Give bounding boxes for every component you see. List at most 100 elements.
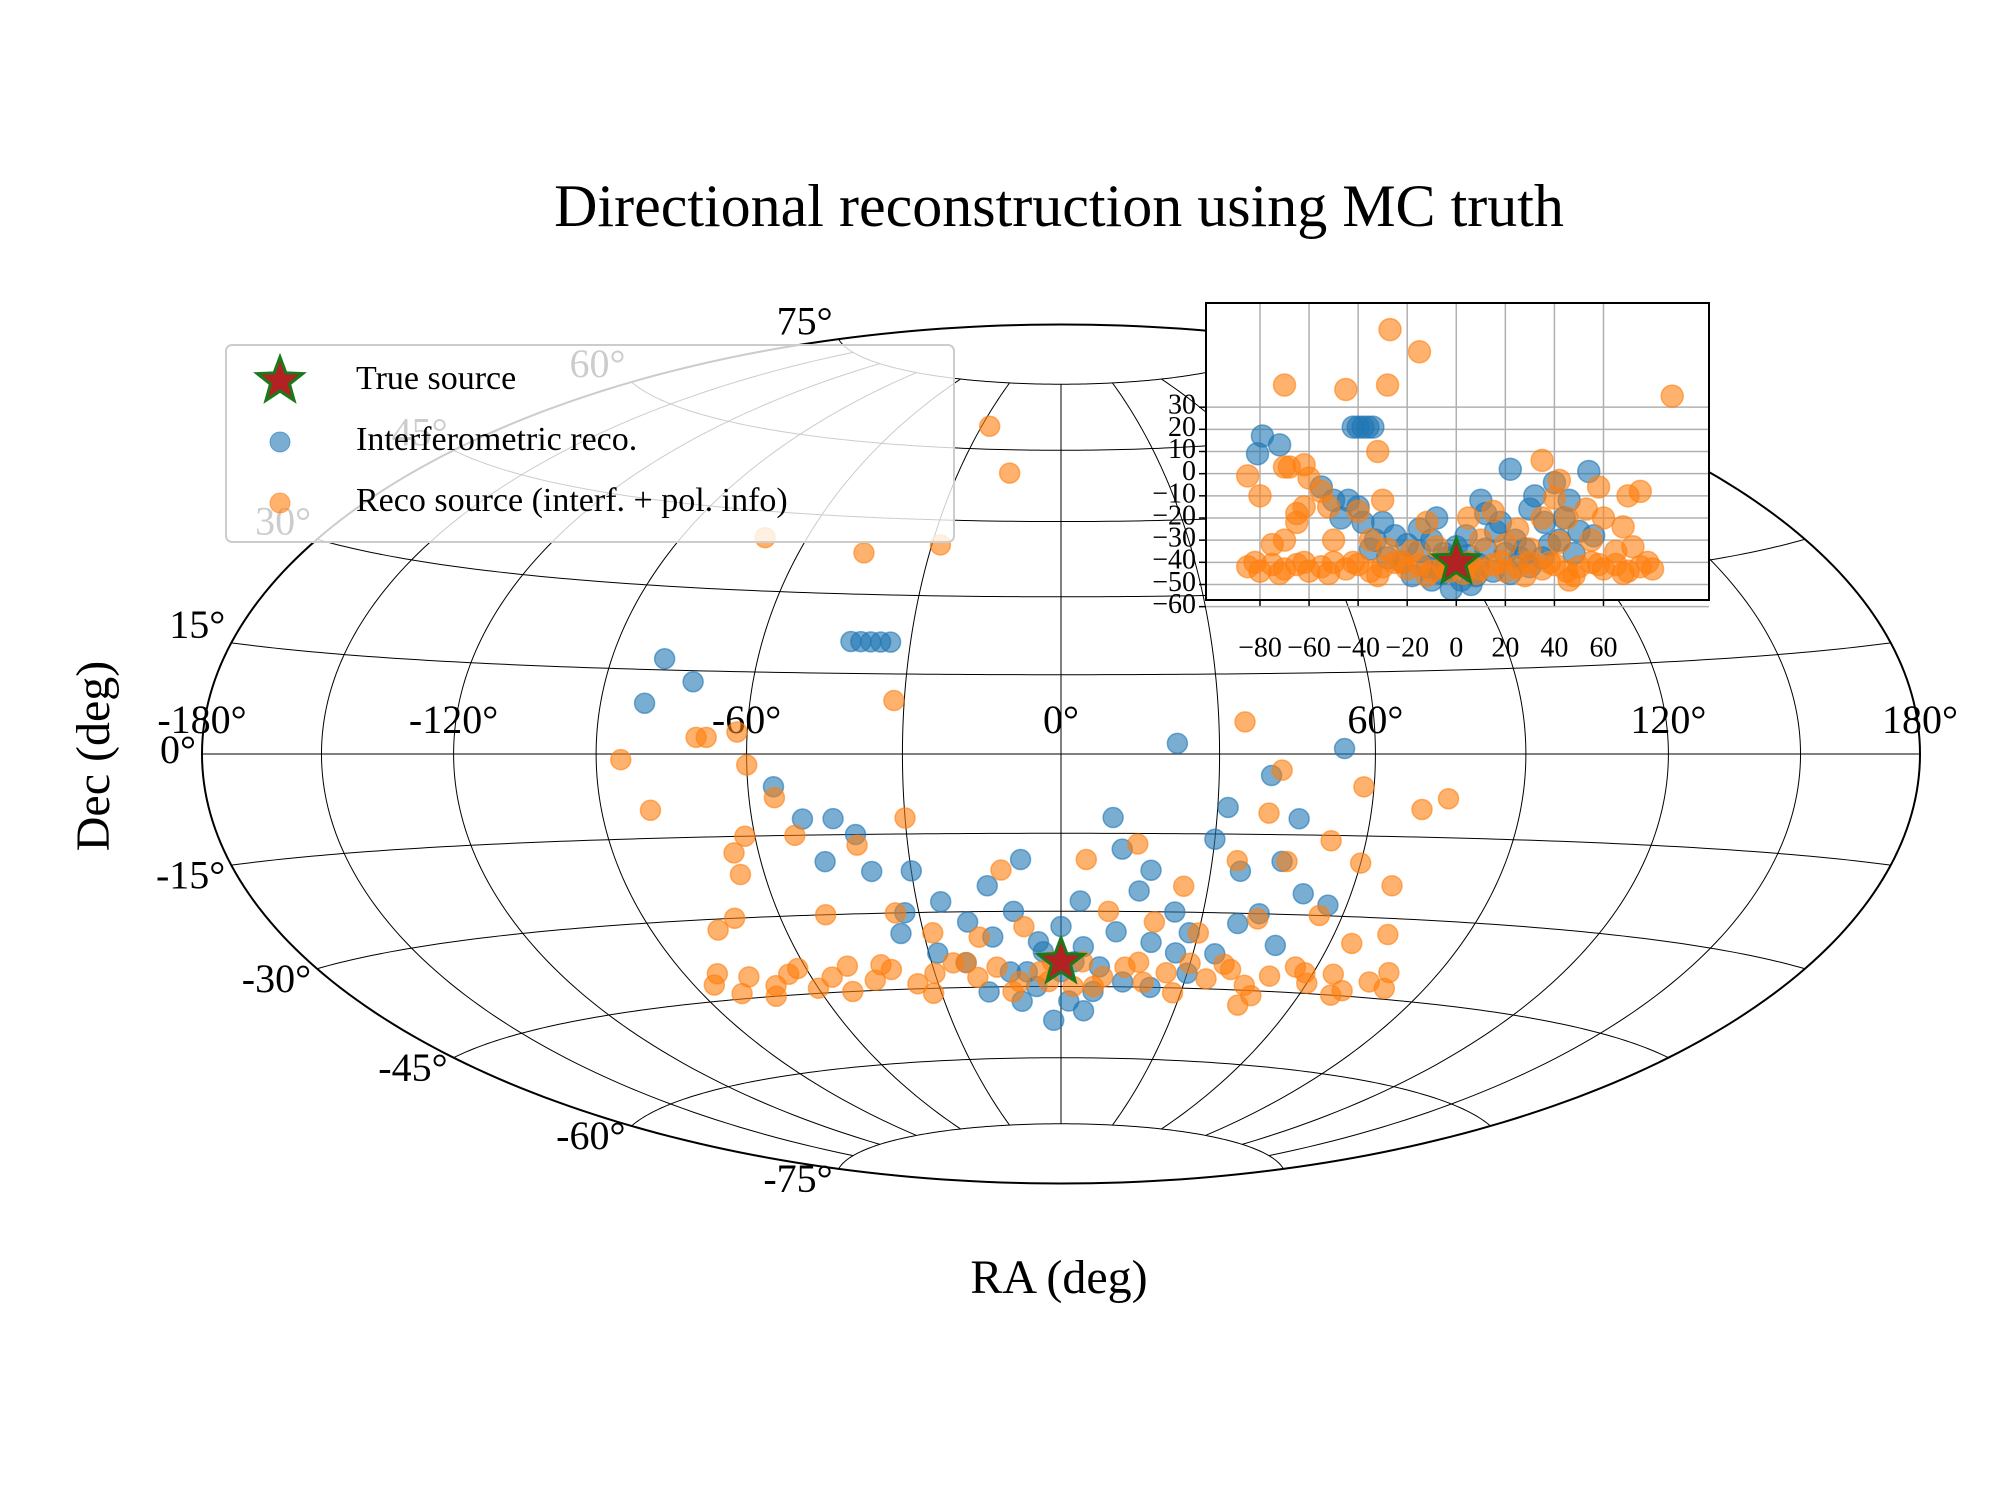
scatter-point	[734, 825, 756, 847]
scatter-point	[978, 981, 1000, 1003]
scatter-point	[723, 907, 746, 930]
scatter-point	[1322, 963, 1345, 986]
scatter-point	[842, 980, 864, 1003]
legend-marker	[253, 352, 307, 404]
scatter-point	[1248, 484, 1272, 508]
legend-label: Reco source (interf. + pol. info)	[356, 482, 788, 519]
legend: True source Interferometric reco. Reco sou…	[225, 344, 955, 543]
scatter-point	[1498, 457, 1523, 481]
scatter-point	[695, 726, 717, 749]
inset-x-tick-label: 20	[1491, 632, 1519, 663]
scatter-point	[1319, 984, 1342, 1006]
scatter-point	[682, 671, 704, 693]
scatter-point	[978, 415, 1001, 438]
scatter-point	[1288, 808, 1310, 830]
scatter-point	[990, 859, 1012, 881]
scatter-point	[735, 754, 758, 776]
scatter-point	[1366, 439, 1390, 464]
y-tick-label: -60°	[556, 1113, 625, 1158]
scatter-point	[1611, 561, 1635, 586]
inset-y-tick-label: −10	[1152, 478, 1196, 509]
scatter-point	[955, 951, 977, 974]
x-tick-label: -180°	[157, 697, 246, 742]
scatter-point	[726, 721, 748, 743]
scatter-point	[879, 631, 902, 653]
scatter-point	[1105, 921, 1127, 943]
scatter-point	[1334, 377, 1358, 402]
scatter-point	[1002, 980, 1024, 1003]
scatter-point	[1195, 968, 1217, 990]
scatter-point	[729, 863, 752, 886]
scatter-point	[1407, 340, 1432, 364]
legend-marker	[269, 492, 291, 514]
scatter-point	[1292, 550, 1316, 575]
scatter-point	[639, 799, 662, 822]
scatter-point	[1204, 828, 1226, 850]
scatter-point	[1390, 550, 1415, 575]
scatter-point	[1341, 415, 1365, 439]
scatter-point	[1579, 528, 1603, 552]
scatter-point	[1013, 915, 1035, 938]
scatter-point	[1258, 802, 1280, 824]
scatter-point	[1264, 934, 1287, 957]
x-tick-label: 120°	[1630, 697, 1706, 742]
x-tick-label: 0°	[1043, 697, 1079, 742]
meridian-grid-line	[1112, 382, 1221, 1126]
scatter-point	[860, 860, 883, 883]
scatter-point	[707, 919, 729, 941]
scatter-point	[1513, 563, 1537, 588]
scatter-point	[1285, 510, 1309, 535]
scatter-point	[1267, 561, 1292, 586]
scatter-point	[723, 842, 745, 864]
scatter-point	[1179, 952, 1201, 975]
scatter-point	[765, 985, 788, 1007]
legend-marker	[269, 431, 291, 453]
scatter-point	[929, 891, 952, 913]
scatter-point	[1530, 448, 1554, 473]
scatter-point	[1097, 900, 1120, 923]
scatter-point	[1415, 510, 1439, 535]
inset-x-tick-label: −20	[1385, 632, 1429, 663]
scatter-point	[846, 834, 868, 856]
scatter-point	[784, 824, 806, 847]
scatter-point	[968, 926, 990, 948]
scatter-point	[1628, 479, 1653, 504]
scatter-point	[1488, 550, 1513, 575]
scatter-point	[986, 956, 1008, 978]
scatter-point	[653, 647, 676, 670]
scatter-point	[1155, 962, 1177, 984]
scatter-point	[1102, 806, 1124, 829]
scatter-point	[1611, 515, 1635, 539]
x-tick-label: 180°	[1882, 697, 1958, 742]
scatter-point	[1166, 732, 1189, 755]
scatter-point	[1082, 975, 1105, 998]
y-tick-label: -15°	[156, 852, 225, 897]
y-tick-label: -30°	[242, 956, 311, 1001]
inset-y-tick-label: −30	[1152, 523, 1196, 554]
inset-x-tick-label: 60	[1589, 632, 1617, 663]
scatter-point	[884, 902, 907, 924]
scatter-point	[1187, 922, 1210, 944]
scatter-point	[1349, 852, 1372, 874]
inset-x-tick-label: 0	[1449, 632, 1463, 663]
scatter-point	[853, 542, 875, 564]
scatter-point	[1361, 415, 1385, 439]
scatter-point	[1226, 994, 1249, 1016]
scatter-point	[1341, 550, 1365, 575]
scatter-point	[1226, 912, 1249, 935]
scatter-point	[1316, 561, 1341, 586]
x-axis-label: RA (deg)	[970, 1251, 1147, 1304]
scatter-point	[1042, 1009, 1065, 1032]
inset-x-tick-label: −80	[1238, 632, 1282, 663]
scatter-point	[1586, 552, 1611, 577]
scatter-point	[1505, 517, 1530, 541]
scatter-point	[1320, 830, 1342, 852]
scatter-point	[1586, 475, 1611, 499]
scatter-point	[786, 957, 809, 980]
inset-x-tick-label: −40	[1336, 632, 1380, 663]
x-tick-label: -120°	[409, 697, 498, 742]
scatter-point	[1542, 486, 1567, 510]
scatter-point	[1411, 798, 1433, 821]
